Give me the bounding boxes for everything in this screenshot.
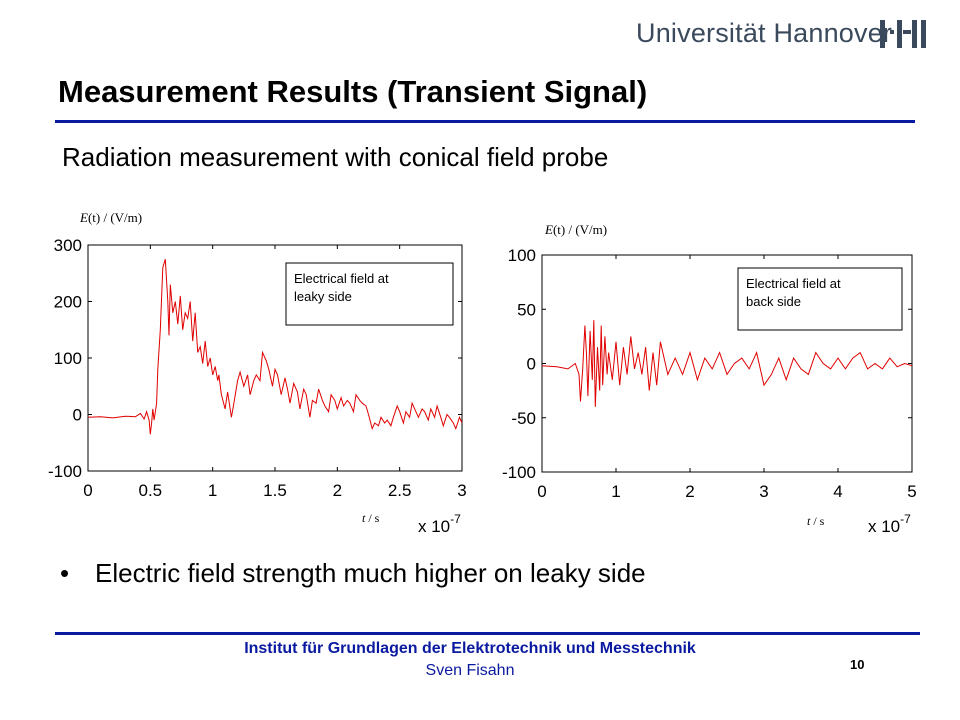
x-tick-label: 5 — [907, 482, 916, 501]
x-tick-label: 0 — [83, 481, 92, 500]
signal-line — [541, 320, 913, 407]
x-tick-label: 2 — [685, 482, 694, 501]
x-axis-label: t / s — [807, 514, 825, 528]
footer-divider — [55, 632, 920, 635]
x-axis-label: t / s — [362, 511, 380, 525]
luh-logo-icon — [880, 20, 926, 48]
legend-text: leaky side — [294, 289, 352, 304]
x-multiplier-label: x 10-7 — [868, 512, 911, 536]
y-axis-label: E(t) / (V/m) — [79, 210, 142, 225]
x-tick-label: 2.5 — [388, 481, 412, 500]
legend-box — [285, 262, 454, 326]
x-tick-label: 2 — [333, 481, 342, 500]
footer-author: Sven Fisahn — [425, 662, 515, 679]
page-number: 10 — [850, 657, 865, 672]
y-tick-label: -100 — [48, 462, 82, 481]
x-tick-label: 0.5 — [139, 481, 163, 500]
bullet-text: Electric field strength much higher on l… — [95, 558, 646, 588]
x-tick-label: 4 — [833, 482, 842, 501]
y-tick-label: -50 — [511, 409, 536, 428]
y-tick-label: -100 — [502, 463, 536, 482]
university-name: Universität Hannover — [636, 18, 893, 48]
x-tick-label: 3 — [457, 481, 466, 500]
y-tick-label: 200 — [54, 293, 82, 312]
x-tick-label: 1 — [611, 482, 620, 501]
legend-text: back side — [746, 294, 801, 309]
slide-subtitle: Radiation measurement with conical field… — [62, 142, 609, 172]
x-tick-label: 1 — [208, 481, 217, 500]
y-tick-label: 300 — [54, 236, 82, 255]
legend-text: Electrical field at — [294, 271, 389, 286]
x-tick-label: 1.5 — [263, 481, 287, 500]
signal-line — [87, 258, 463, 435]
x-tick-label: 3 — [759, 482, 768, 501]
y-tick-label: 0 — [527, 355, 536, 374]
y-axis-label: E(t) / (V/m) — [544, 222, 607, 237]
x-tick-label: 0 — [537, 482, 546, 501]
legend-box — [737, 267, 903, 331]
y-tick-label: 50 — [517, 300, 536, 319]
bullet-marker: • — [60, 558, 70, 588]
footer-institute: Institut für Grundlagen der Elektrotechn… — [244, 640, 696, 657]
legend-text: Electrical field at — [746, 276, 841, 291]
slide-title: Measurement Results (Transient Signal) — [58, 74, 648, 109]
title-divider — [55, 120, 915, 123]
y-tick-label: 100 — [54, 349, 82, 368]
chart-back-side: 0 1 2 3 4 5 -100 -50 0 50 100 E(t) / (V/m) t / s x 10… — [502, 222, 917, 536]
y-tick-label: 0 — [73, 406, 82, 425]
y-tick-label: 100 — [508, 246, 536, 265]
x-multiplier-label: x 10-7 — [418, 512, 461, 536]
